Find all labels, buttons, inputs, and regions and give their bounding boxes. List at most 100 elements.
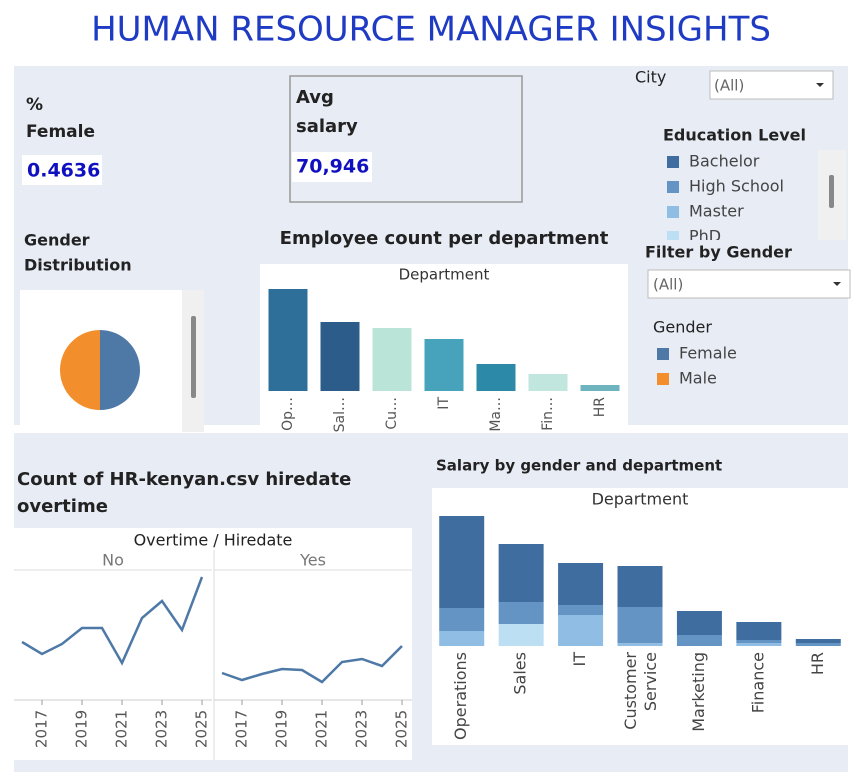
legend-swatch — [667, 156, 679, 168]
pie-slice — [100, 330, 140, 410]
bar-segment — [795, 643, 841, 646]
scroll-thumb[interactable] — [829, 175, 834, 208]
dropdown-arrow — [816, 83, 824, 87]
legend-title: Gender — [653, 318, 712, 337]
city-dropdown[interactable] — [709, 70, 834, 100]
axis-title: Overtime / Hiredate — [134, 531, 293, 550]
x-tick-label: 2019 — [73, 710, 91, 748]
line — [21, 576, 204, 666]
x-tick-label: Operations — [451, 652, 470, 740]
x-tick-label: IT — [570, 652, 589, 667]
kpi-value: 70,946 — [296, 156, 369, 178]
legend-swatch — [657, 348, 669, 360]
x-tick-label: 2017 — [33, 710, 51, 748]
x-tick-label: 2017 — [233, 710, 251, 748]
x-tick-label: 2021 — [313, 710, 331, 748]
kpi-value: 0.4636 — [27, 160, 100, 182]
x-tick-label: Op… — [280, 397, 296, 431]
bar-segment — [439, 516, 485, 608]
bar-segment — [498, 624, 544, 646]
x-tick-label: 2019 — [273, 710, 291, 748]
bar — [580, 385, 620, 391]
x-tick-label: 2021 — [113, 710, 131, 748]
dropdown-arrow — [833, 282, 841, 286]
x-tick-label: 2025 — [393, 710, 411, 748]
axis-title: Department — [592, 490, 689, 509]
kpi-label: Female — [26, 122, 95, 142]
legend-label: PhD — [689, 227, 721, 246]
bar-segment — [736, 622, 782, 640]
x-tick-label: Fin… — [540, 397, 556, 431]
x-tick-label: Cu… — [384, 397, 400, 430]
legend-swatch — [667, 181, 679, 193]
bar-segment — [558, 563, 604, 605]
kpi-label: salary — [296, 116, 358, 137]
axis-title: Department — [399, 266, 490, 284]
x-tick-label: Sales — [511, 652, 530, 695]
dashboard-title: HUMAN RESOURCE MANAGER INSIGHTS — [91, 10, 771, 50]
kpi-frame — [289, 75, 523, 203]
bar-segment — [617, 643, 663, 646]
chart-title: overtime — [17, 496, 108, 517]
bar-segment — [617, 607, 663, 643]
x-tick-label: Ma… — [488, 397, 504, 432]
dropdown-value: (All) — [714, 77, 744, 95]
legend-label: Female — [679, 344, 737, 363]
bar — [268, 289, 308, 391]
bar-segment — [676, 611, 722, 635]
bar-segment — [498, 544, 544, 602]
bar-segment — [439, 608, 485, 631]
bar — [424, 339, 464, 391]
x-tick-label: HR — [592, 397, 608, 418]
bar-segment — [736, 643, 782, 646]
legend-swatch — [667, 231, 679, 240]
chart-title: Distribution — [24, 256, 132, 275]
x-tick-label: 2023 — [153, 710, 171, 748]
panel-label: Yes — [299, 551, 326, 570]
x-tick-label: HR — [808, 652, 827, 675]
filter-label: City — [635, 68, 666, 87]
x-tick-label: Finance — [748, 652, 767, 713]
kpi-box — [292, 152, 372, 182]
dropdown-value: (All) — [653, 276, 683, 294]
kpi-box — [22, 155, 102, 185]
bar-segment — [558, 615, 604, 646]
legend-label: High School — [689, 177, 784, 196]
bar-segment — [736, 640, 782, 643]
bar-segment — [617, 566, 663, 607]
kpi-label: Avg — [296, 87, 334, 108]
bar — [320, 322, 360, 391]
education-legend: Bachelor High School Master PhD — [667, 152, 784, 246]
panel-label: No — [102, 551, 124, 570]
bar-segment — [439, 631, 485, 646]
chart-box — [14, 528, 412, 760]
chart-title: Count of HR-kenyan.csv hiredate — [17, 469, 351, 490]
x-tick-label: CustomerService — [621, 652, 660, 730]
bar — [528, 374, 568, 391]
chart-title: Gender — [24, 231, 90, 250]
filter-label: Filter by Gender — [645, 243, 792, 262]
x-tick-label: Sal… — [332, 397, 348, 432]
x-tick-label: 2023 — [353, 710, 371, 748]
legend-label: Male — [679, 369, 717, 388]
bar — [372, 328, 412, 391]
chart-title: Salary by gender and department — [436, 457, 722, 475]
x-tick-label: IT — [436, 397, 452, 410]
scroll-thumb[interactable] — [191, 316, 196, 398]
x-tick-label: Marketing — [689, 652, 708, 732]
legend-label: Master — [689, 202, 744, 221]
bar — [476, 364, 516, 391]
pie-slice — [60, 330, 100, 410]
x-tick-label: 2025 — [193, 710, 211, 748]
bar-segment — [795, 639, 841, 643]
gender-dropdown[interactable] — [647, 269, 851, 299]
kpi-label: % — [26, 95, 43, 115]
legend-title: Education Level — [663, 126, 806, 145]
bar-segment — [558, 605, 604, 615]
chart-title: Employee count per department — [280, 228, 609, 249]
bar-segment — [676, 635, 722, 646]
legend-label: Bachelor — [689, 152, 760, 171]
legend-swatch — [657, 373, 669, 385]
bar-segment — [498, 602, 544, 624]
